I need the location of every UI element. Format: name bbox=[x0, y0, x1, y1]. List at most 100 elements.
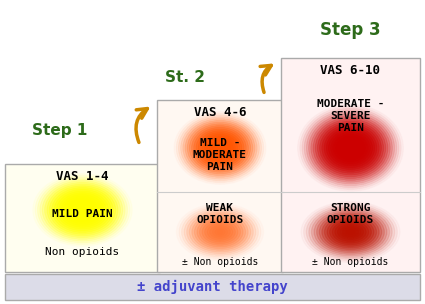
Ellipse shape bbox=[322, 214, 379, 250]
Ellipse shape bbox=[205, 222, 235, 242]
Ellipse shape bbox=[325, 216, 377, 248]
Ellipse shape bbox=[335, 223, 366, 242]
Ellipse shape bbox=[331, 132, 370, 164]
Ellipse shape bbox=[205, 136, 235, 160]
Ellipse shape bbox=[346, 144, 355, 152]
Ellipse shape bbox=[71, 201, 94, 219]
Ellipse shape bbox=[73, 203, 92, 217]
Text: St. 2: St. 2 bbox=[165, 71, 205, 85]
Ellipse shape bbox=[324, 126, 377, 170]
Ellipse shape bbox=[61, 195, 104, 226]
Text: ± Non opioids: ± Non opioids bbox=[182, 257, 258, 267]
Ellipse shape bbox=[75, 205, 90, 215]
Ellipse shape bbox=[196, 129, 244, 167]
Bar bbox=[5, 164, 160, 272]
Ellipse shape bbox=[66, 198, 99, 222]
Ellipse shape bbox=[78, 206, 87, 213]
Ellipse shape bbox=[314, 209, 387, 254]
Text: Step 1: Step 1 bbox=[32, 123, 88, 137]
Ellipse shape bbox=[212, 227, 228, 237]
Text: MODERATE -
SEVERE
PAIN: MODERATE - SEVERE PAIN bbox=[317, 99, 384, 133]
Ellipse shape bbox=[343, 227, 358, 237]
Ellipse shape bbox=[52, 188, 113, 233]
Ellipse shape bbox=[184, 209, 256, 255]
Ellipse shape bbox=[344, 143, 357, 154]
Ellipse shape bbox=[181, 117, 259, 179]
Ellipse shape bbox=[345, 229, 356, 235]
Ellipse shape bbox=[198, 131, 242, 165]
Text: VAS 1-4: VAS 1-4 bbox=[56, 170, 109, 182]
Ellipse shape bbox=[189, 212, 251, 252]
Ellipse shape bbox=[42, 181, 123, 239]
Ellipse shape bbox=[312, 208, 389, 256]
Ellipse shape bbox=[320, 123, 381, 173]
Ellipse shape bbox=[37, 177, 128, 243]
Ellipse shape bbox=[64, 196, 102, 224]
Ellipse shape bbox=[348, 230, 353, 233]
Ellipse shape bbox=[330, 219, 371, 245]
Ellipse shape bbox=[315, 119, 386, 177]
Ellipse shape bbox=[333, 133, 368, 162]
Ellipse shape bbox=[332, 221, 369, 243]
Ellipse shape bbox=[337, 224, 363, 240]
Text: ± Non opioids: ± Non opioids bbox=[312, 257, 389, 267]
Text: MILD PAIN: MILD PAIN bbox=[52, 209, 113, 219]
Ellipse shape bbox=[192, 126, 248, 171]
Ellipse shape bbox=[319, 213, 382, 251]
Ellipse shape bbox=[317, 121, 383, 175]
Ellipse shape bbox=[181, 207, 258, 257]
Ellipse shape bbox=[183, 119, 257, 177]
Ellipse shape bbox=[40, 179, 125, 241]
Ellipse shape bbox=[54, 189, 111, 231]
Ellipse shape bbox=[213, 143, 227, 153]
Ellipse shape bbox=[317, 211, 384, 253]
Ellipse shape bbox=[192, 214, 248, 250]
Ellipse shape bbox=[203, 134, 238, 162]
Ellipse shape bbox=[306, 205, 395, 259]
Ellipse shape bbox=[200, 133, 240, 164]
Ellipse shape bbox=[45, 182, 120, 238]
Ellipse shape bbox=[200, 219, 241, 245]
Ellipse shape bbox=[210, 225, 230, 239]
Ellipse shape bbox=[342, 141, 359, 155]
Ellipse shape bbox=[326, 128, 375, 168]
Ellipse shape bbox=[327, 218, 374, 247]
Ellipse shape bbox=[311, 116, 390, 180]
Bar bbox=[5, 274, 420, 300]
Ellipse shape bbox=[309, 114, 392, 182]
Ellipse shape bbox=[185, 120, 255, 176]
Text: STRONG
OPIOIDS: STRONG OPIOIDS bbox=[327, 203, 374, 225]
Ellipse shape bbox=[218, 230, 223, 234]
Ellipse shape bbox=[304, 110, 397, 186]
Ellipse shape bbox=[35, 175, 130, 244]
Ellipse shape bbox=[80, 208, 85, 212]
Ellipse shape bbox=[302, 109, 399, 188]
Ellipse shape bbox=[313, 117, 388, 179]
Ellipse shape bbox=[59, 193, 106, 227]
Ellipse shape bbox=[194, 127, 246, 169]
Ellipse shape bbox=[215, 144, 224, 151]
Ellipse shape bbox=[211, 141, 229, 155]
Ellipse shape bbox=[190, 124, 251, 172]
Ellipse shape bbox=[68, 200, 96, 220]
Text: MILD -
MODERATE
PAIN: MILD - MODERATE PAIN bbox=[193, 138, 247, 171]
Text: WEAK
OPIOIDS: WEAK OPIOIDS bbox=[196, 203, 244, 225]
Text: VAS 6-10: VAS 6-10 bbox=[320, 64, 380, 77]
Bar bbox=[281, 58, 420, 272]
Ellipse shape bbox=[337, 137, 364, 159]
Ellipse shape bbox=[306, 112, 394, 184]
Ellipse shape bbox=[195, 215, 246, 249]
Ellipse shape bbox=[202, 220, 238, 244]
Ellipse shape bbox=[340, 139, 362, 157]
Bar bbox=[157, 100, 283, 272]
Ellipse shape bbox=[322, 125, 379, 171]
Ellipse shape bbox=[187, 122, 253, 174]
Ellipse shape bbox=[207, 138, 233, 158]
Text: VAS 4-6: VAS 4-6 bbox=[194, 105, 246, 119]
Ellipse shape bbox=[47, 184, 118, 236]
Ellipse shape bbox=[178, 115, 261, 181]
Text: Step 3: Step 3 bbox=[320, 21, 381, 39]
Ellipse shape bbox=[49, 186, 116, 234]
Ellipse shape bbox=[348, 146, 353, 150]
Ellipse shape bbox=[197, 217, 243, 247]
